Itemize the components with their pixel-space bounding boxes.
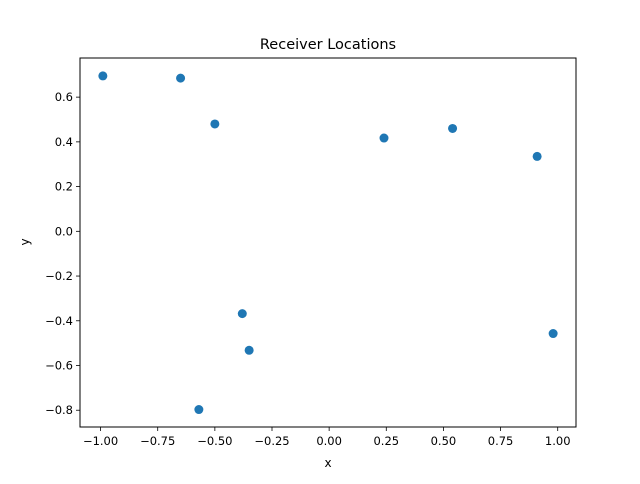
y-tick-label: −0.6 — [45, 359, 73, 373]
data-point — [194, 405, 204, 415]
y-tick-label: 0.6 — [55, 90, 73, 104]
y-tick-label: 0.2 — [55, 180, 73, 194]
x-tick-label: −0.75 — [140, 434, 175, 448]
chart-title: Receiver Locations — [260, 37, 396, 53]
x-axis: −1.00 −0.75 −0.50 −0.25 0.00 0.25 0.50 0.75 1.00 — [83, 427, 571, 448]
y-tick-label: −0.8 — [45, 403, 73, 417]
data-point — [548, 329, 558, 339]
x-tick-label: 0.00 — [316, 434, 342, 448]
x-tick-label: −0.25 — [254, 434, 289, 448]
y-tick-label: 0.0 — [55, 224, 73, 238]
data-point — [176, 73, 186, 83]
x-axis-label: x — [324, 456, 331, 470]
y-tick-label: −0.4 — [45, 314, 73, 328]
x-tick-label: −1.00 — [83, 434, 118, 448]
data-point — [379, 133, 389, 143]
y-tick-label: 0.4 — [55, 135, 73, 149]
data-point — [244, 345, 254, 355]
y-axis-label: y — [18, 238, 32, 245]
y-axis: −0.8 −0.6 −0.4 −0.2 0.0 0.2 0.4 0.6 — [45, 90, 80, 417]
x-tick-label: 1.00 — [545, 434, 571, 448]
data-point — [210, 119, 220, 129]
data-point — [237, 309, 247, 319]
x-tick-label: 0.25 — [373, 434, 399, 448]
data-points — [98, 71, 558, 415]
y-tick-label: −0.2 — [45, 269, 73, 283]
data-point — [532, 151, 542, 161]
data-point — [448, 123, 458, 133]
x-tick-label: 0.50 — [431, 434, 457, 448]
x-tick-label: 0.75 — [488, 434, 514, 448]
x-tick-label: −0.50 — [197, 434, 232, 448]
data-point — [98, 71, 108, 81]
plot-frame — [79, 57, 577, 428]
